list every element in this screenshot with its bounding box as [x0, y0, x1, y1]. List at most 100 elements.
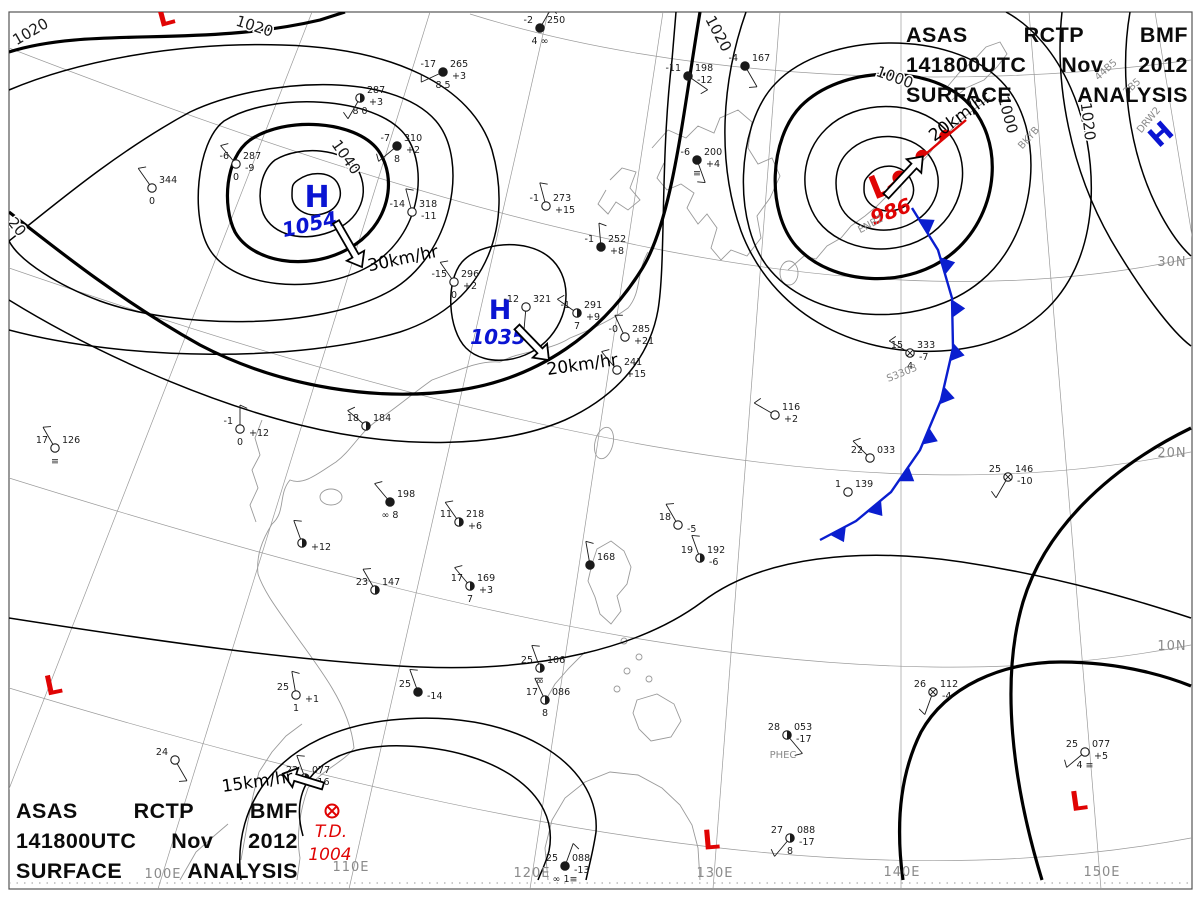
- station-id-label: PHEC: [770, 750, 797, 761]
- title-word: ASAS: [16, 799, 78, 823]
- station-pressure: 318: [419, 199, 437, 210]
- title-word: RCTP: [133, 799, 195, 823]
- station-pressure: 088: [797, 825, 815, 836]
- station-temperature: 24: [156, 747, 168, 758]
- station-temperature: 25: [989, 464, 1001, 475]
- station-tendency: +6: [468, 521, 482, 532]
- title-word: 2012: [248, 829, 298, 853]
- station-weather: 1: [293, 703, 299, 714]
- wind-barb-feather: [598, 222, 607, 227]
- station-temperature: -2: [524, 15, 533, 26]
- station-pressure: 053: [794, 722, 812, 733]
- station-x: [1004, 473, 1012, 481]
- cold-front-triangle: [829, 526, 846, 543]
- station-tendency: +3: [452, 71, 466, 82]
- station-weather: 7: [574, 321, 580, 332]
- wind-barb-feather: [585, 540, 594, 544]
- wind-barb-feather: [852, 437, 861, 442]
- station-pressure: 241: [624, 357, 642, 368]
- station-plot: 241+15: [601, 349, 646, 380]
- cold-front-triangle: [898, 466, 915, 482]
- wind-barb-feather: [347, 406, 356, 411]
- station-tendency: +3: [369, 97, 383, 108]
- wind-barb-feather: [42, 426, 52, 428]
- station-plot: 25 +1 1: [277, 670, 319, 714]
- station-plot: 18 -5: [659, 503, 696, 535]
- station-plot: -11 198-12: [665, 63, 713, 95]
- station-circle: [235, 424, 245, 434]
- station-tendency: -6: [709, 557, 718, 568]
- station-pressure: 273: [553, 193, 571, 204]
- station-circle: [620, 332, 630, 342]
- station-weather: ≡: [51, 456, 59, 467]
- station-plot: 116+2: [753, 398, 800, 425]
- station-pressure: 088: [572, 853, 590, 864]
- cold-front: [819, 207, 966, 543]
- station-plot: -0 285+21: [609, 314, 654, 347]
- low-letter-mark: L: [42, 669, 65, 703]
- station-temperature: 19: [681, 545, 693, 556]
- station-plot: 26 112-4: [914, 679, 958, 715]
- station-plot: -1 +12 0: [224, 404, 269, 448]
- station-half-fill: [459, 517, 464, 527]
- wind-barb-feather: [409, 668, 418, 671]
- station-half-fill: [366, 421, 371, 431]
- station-pressure: 033: [877, 445, 895, 456]
- station-circle: [407, 207, 417, 217]
- front-layer: [819, 119, 967, 543]
- station-half-fill: [360, 93, 365, 103]
- station-plot: -4 167: [729, 53, 770, 88]
- station-id-label: S3303: [885, 363, 919, 385]
- station-plot: 23 147: [356, 568, 400, 595]
- station-pressure: 310: [404, 133, 422, 144]
- cold-front-triangle: [952, 299, 966, 318]
- station-tendency: -12: [697, 75, 713, 86]
- station-circle: [521, 302, 531, 312]
- station-pressure: 285: [632, 324, 650, 335]
- station-tendency: +21: [634, 336, 654, 347]
- title-word: BMF: [249, 799, 298, 823]
- station-temperature: -1: [224, 416, 233, 427]
- station-plot: 1 139: [835, 479, 873, 497]
- station-plot: 17 086 8: [526, 677, 570, 719]
- station-half-fill: [577, 308, 582, 318]
- grid-label: 20N: [1157, 446, 1186, 461]
- station-half-fill: [787, 730, 792, 740]
- td-circle-x-icon: [324, 803, 340, 819]
- wind-barb-feather: [554, 12, 557, 15]
- station-pressure: 265: [450, 59, 468, 70]
- isobar-value-label: 20: [4, 214, 30, 240]
- wind-barb-feather: [770, 848, 775, 857]
- station-pressure: 344: [159, 175, 177, 186]
- station-plot: 25 077+54 ≡: [1064, 739, 1110, 771]
- station-tendency: +15: [555, 205, 575, 216]
- station-pressure: 198: [695, 63, 713, 74]
- station-pressure: 077: [1092, 739, 1110, 750]
- station-tendency: +3: [479, 585, 493, 596]
- station-pressure: 116: [782, 402, 800, 413]
- wind-barb-feather: [405, 188, 414, 191]
- station-circle: [585, 560, 595, 570]
- motion-arrow-icon: [281, 766, 326, 791]
- station-temperature: -0: [609, 324, 618, 335]
- station-temperature: 27: [771, 825, 783, 836]
- grid-label: 150E: [1083, 865, 1120, 880]
- grid-label: 120E: [513, 866, 550, 881]
- station-circle: [170, 755, 180, 765]
- title-line-3: SURFACE ANALYSIS: [16, 858, 298, 884]
- wind-barb-feather: [296, 754, 305, 757]
- station-tendency: -10: [1017, 476, 1033, 487]
- station-plot: -1 291+9 7: [557, 294, 602, 332]
- wind-barb-feather: [665, 503, 675, 505]
- isobar-value-label: 1020: [234, 12, 276, 41]
- station-temperature: -1: [585, 234, 594, 245]
- station-plot: 25 -14: [399, 668, 443, 702]
- station-temperature: 25: [546, 853, 558, 864]
- station-weather: ∞ 1≡: [553, 874, 578, 885]
- station-circle: [1080, 747, 1090, 757]
- title-word: ANALYSIS: [1077, 83, 1188, 107]
- station-weather: 0: [149, 196, 155, 207]
- title-word: 141800UTC: [16, 829, 137, 853]
- title-word: 2012: [1138, 53, 1188, 77]
